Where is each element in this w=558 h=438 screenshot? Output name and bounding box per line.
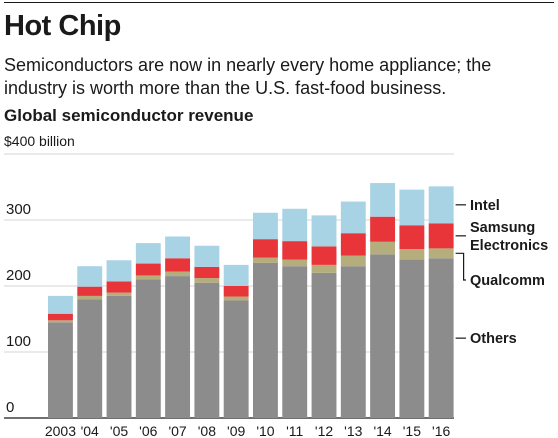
bar-segment-samsung-electronics-3 xyxy=(135,263,161,276)
x-tick-label: '16 xyxy=(432,423,450,438)
bar-segment-intel-11 xyxy=(370,183,396,217)
top-rule xyxy=(4,2,554,3)
legend-label-others: Others xyxy=(470,331,517,347)
chart-title: Global semiconductor revenue xyxy=(4,106,254,125)
legend: Others Qualcomm Samsung Electronics Intel xyxy=(455,198,548,347)
bar-segment-intel-9 xyxy=(311,215,337,247)
bar-segment-intel-13 xyxy=(428,186,454,224)
bar-segment-others-0 xyxy=(48,322,73,418)
bar-segment-others-1 xyxy=(77,299,103,418)
x-tick-labels: 2003 '04 '05 '06 '07 '08 '09 '10 '11 '12 '13 '14 '15… xyxy=(45,423,451,438)
bar-segment-others-12 xyxy=(399,259,425,418)
x-tick-label: 2003 xyxy=(45,423,76,438)
bar-segment-qualcomm-2 xyxy=(106,292,132,296)
x-tick-label: '13 xyxy=(344,423,362,438)
y-tick-label: 100 xyxy=(6,333,31,350)
bar-segment-qualcomm-12 xyxy=(399,249,425,260)
bar-segment-others-7 xyxy=(253,262,278,418)
legend-label-intel: Intel xyxy=(470,198,500,214)
bar-segment-intel-8 xyxy=(282,208,308,242)
bar-segment-qualcomm-7 xyxy=(253,257,278,263)
bar-segment-samsung-electronics-1 xyxy=(77,286,103,296)
bar-segment-samsung-electronics-6 xyxy=(223,286,249,297)
bar-segment-samsung-electronics-0 xyxy=(48,313,73,321)
x-tick-label: '05 xyxy=(110,423,128,438)
bar-segment-others-3 xyxy=(135,279,161,418)
bar-segment-samsung-electronics-4 xyxy=(165,258,191,272)
x-tick-label: '15 xyxy=(403,423,421,438)
bar-segment-samsung-electronics-13 xyxy=(428,223,454,249)
bar-segment-others-13 xyxy=(428,258,454,418)
bar-segment-intel-2 xyxy=(106,260,132,282)
bar-segment-samsung-electronics-8 xyxy=(282,241,308,260)
y-tick-label: 200 xyxy=(6,267,31,284)
bar-segment-samsung-electronics-12 xyxy=(399,225,425,250)
bar-segment-qualcomm-4 xyxy=(165,271,191,277)
bar-segment-intel-10 xyxy=(340,201,366,234)
bar-segment-others-6 xyxy=(223,300,249,418)
bar-segment-others-11 xyxy=(370,254,396,418)
y-tick-label: 300 xyxy=(6,201,31,218)
x-tick-label: '08 xyxy=(198,423,216,438)
bar-segment-intel-12 xyxy=(399,189,425,226)
bar-segment-samsung-electronics-5 xyxy=(194,266,220,279)
x-tick-label: '10 xyxy=(256,423,274,438)
legend-label-qualcomm: Qualcomm xyxy=(470,273,545,289)
bar-segment-qualcomm-5 xyxy=(194,278,220,283)
bar-segment-qualcomm-10 xyxy=(340,255,366,267)
x-tick-label: '06 xyxy=(139,423,157,438)
legend-label-samsung-electronics: Samsung Electronics xyxy=(470,220,548,254)
bar-segment-samsung-electronics-2 xyxy=(106,281,132,293)
x-tick-label: '07 xyxy=(168,423,186,438)
page-title: Hot Chip xyxy=(4,10,121,42)
x-tick-label: '04 xyxy=(81,423,99,438)
y-tick-label: 0 xyxy=(6,399,14,416)
bar-segment-samsung-electronics-11 xyxy=(370,216,396,242)
bar-segment-intel-1 xyxy=(77,266,103,287)
x-tick-label: '09 xyxy=(227,423,245,438)
bar-segment-qualcomm-9 xyxy=(311,264,337,273)
bar-segment-intel-5 xyxy=(194,245,220,267)
bar-segment-intel-3 xyxy=(135,243,161,264)
bar-segment-qualcomm-6 xyxy=(223,296,249,301)
bar-segment-others-8 xyxy=(282,266,308,418)
bar-segment-intel-7 xyxy=(253,212,278,240)
bar-segment-intel-0 xyxy=(48,295,73,314)
x-tick-label: '14 xyxy=(373,423,391,438)
bar-segment-samsung-electronics-10 xyxy=(340,233,366,256)
bar-segment-qualcomm-8 xyxy=(282,259,308,267)
bar-segment-samsung-electronics-9 xyxy=(311,246,337,265)
bar-segment-others-9 xyxy=(311,272,337,418)
x-tick-label: '11 xyxy=(286,423,303,438)
bar-segment-qualcomm-13 xyxy=(428,248,454,259)
bar-segment-intel-4 xyxy=(165,236,191,259)
bar-segment-others-2 xyxy=(106,295,132,418)
bar-segment-qualcomm-0 xyxy=(48,320,73,323)
bar-segment-others-5 xyxy=(194,282,220,418)
bar-segment-intel-6 xyxy=(223,264,249,286)
bar-segment-qualcomm-11 xyxy=(370,241,396,255)
bar-segment-others-10 xyxy=(340,266,366,418)
page-subtitle: Semiconductors are now in nearly every h… xyxy=(4,55,492,98)
legend-leader-qualcomm xyxy=(455,252,466,281)
y-tick-labels: 0 100 200 300 xyxy=(6,201,31,416)
bar-segment-qualcomm-1 xyxy=(77,295,103,300)
bar-segment-qualcomm-3 xyxy=(135,275,161,280)
unit-label: $400 billion xyxy=(4,133,75,149)
bars-layer xyxy=(48,183,454,418)
bar-segment-others-4 xyxy=(165,276,191,418)
bar-segment-samsung-electronics-7 xyxy=(253,239,278,258)
x-tick-label: '12 xyxy=(315,423,333,438)
